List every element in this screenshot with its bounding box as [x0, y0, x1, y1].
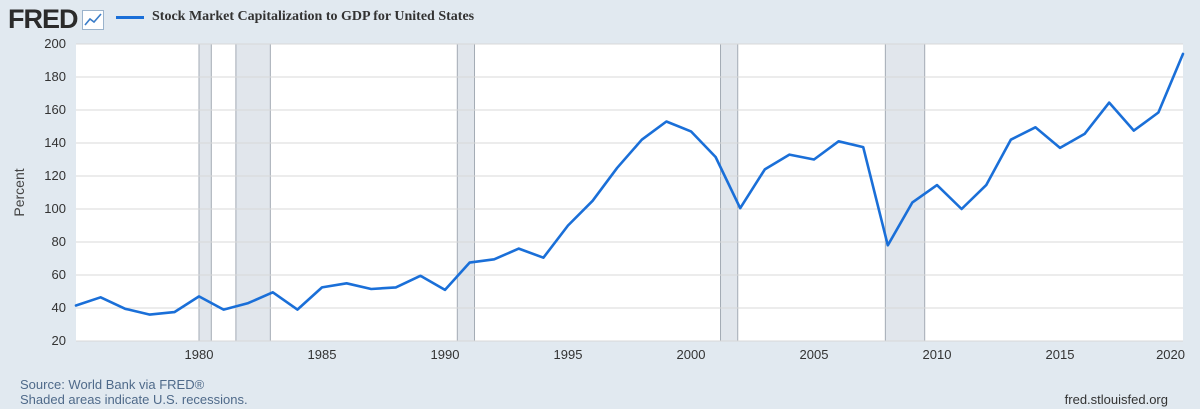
- x-tick-label: 2015: [1046, 347, 1075, 362]
- y-tick-label: 160: [44, 102, 66, 117]
- y-tick-label: 20: [52, 333, 66, 348]
- x-tick-label: 1985: [308, 347, 337, 362]
- y-tick-label: 60: [52, 267, 66, 282]
- x-tick-label: 1980: [185, 347, 214, 362]
- recession-bands: [198, 43, 926, 342]
- recession-band: [456, 43, 476, 342]
- x-tick-label: 1990: [431, 347, 460, 362]
- x-tick-label: 2000: [677, 347, 706, 362]
- y-tick-label: 80: [52, 234, 66, 249]
- y-axis-label: Percent: [11, 168, 27, 216]
- y-tick-label: 200: [44, 36, 66, 51]
- y-tick-labels: 20 40 60 80 100 120 140 160 180 200: [44, 36, 66, 348]
- grid-lines: [76, 43, 1183, 342]
- footer-notes: Source: World Bank via FRED® Shaded area…: [20, 377, 248, 407]
- chart-header: FRED: [8, 4, 104, 34]
- x-tick-labels: 1980 1985 1990 1995 2000 2005 2010 2015 2020: [185, 347, 1185, 362]
- recession-band: [235, 43, 271, 342]
- source-note: Source: World Bank via FRED®: [20, 377, 205, 392]
- recession-band: [720, 43, 739, 342]
- x-tick-label: 2020: [1156, 347, 1185, 362]
- y-tick-label: 180: [44, 69, 66, 84]
- chart-legend: Stock Market Capitalization to GDP for U…: [116, 9, 474, 25]
- graph-icon: [81, 10, 104, 30]
- x-tick-label: 2010: [923, 347, 952, 362]
- y-tick-label: 140: [44, 135, 66, 150]
- legend-label: Stock Market Capitalization to GDP for U…: [152, 9, 475, 24]
- y-tick-label: 120: [44, 168, 66, 183]
- x-tick-label: 1995: [554, 347, 583, 362]
- series-layer: [74, 52, 1185, 316]
- recession-note: Shaded areas indicate U.S. recessions.: [20, 392, 248, 407]
- recession-band: [884, 43, 926, 342]
- x-tick-label: 2005: [800, 347, 829, 362]
- legend-swatch: [116, 15, 144, 19]
- y-tick-label: 40: [52, 300, 66, 315]
- fred-logo[interactable]: FRED: [8, 4, 78, 34]
- y-tick-label: 100: [44, 201, 66, 216]
- series-line: [74, 52, 1185, 316]
- site-link[interactable]: fred.stlouisfed.org: [1064, 392, 1168, 407]
